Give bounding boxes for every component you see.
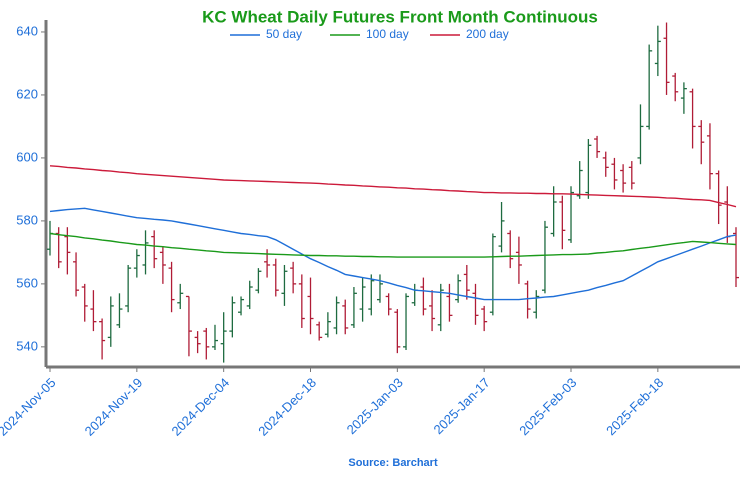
x-tick-label: 2024-Dec-18: [255, 375, 319, 439]
y-tick-label: 580: [16, 212, 38, 227]
y-tick-label: 640: [16, 23, 38, 38]
x-tick-label: 2024-Nov-05: [0, 375, 59, 439]
x-tick-label: 2025-Feb-03: [516, 375, 579, 438]
legend-label: 100 day: [366, 27, 409, 41]
source-note: Source: Barchart: [348, 457, 438, 469]
chart-title: KC Wheat Daily Futures Front Month Conti…: [202, 7, 598, 26]
legend-label: 50 day: [266, 27, 302, 41]
x-tick-label: 2024-Dec-04: [168, 375, 232, 439]
x-tick-label: 2025-Jan-17: [431, 375, 493, 437]
y-tick-label: 560: [16, 275, 38, 290]
ma-line: [49, 232, 737, 258]
ma-line: [49, 207, 737, 301]
y-tick-label: 540: [16, 338, 38, 353]
x-tick-label: 2025-Feb-18: [603, 375, 666, 438]
y-tick-label: 620: [16, 86, 38, 101]
legend-label: 200 day: [466, 27, 509, 41]
x-tick-label: 2024-Nov-19: [82, 375, 146, 439]
x-tick-label: 2025-Jan-03: [344, 375, 406, 437]
ma-line: [49, 165, 737, 208]
y-tick-label: 600: [16, 149, 38, 164]
